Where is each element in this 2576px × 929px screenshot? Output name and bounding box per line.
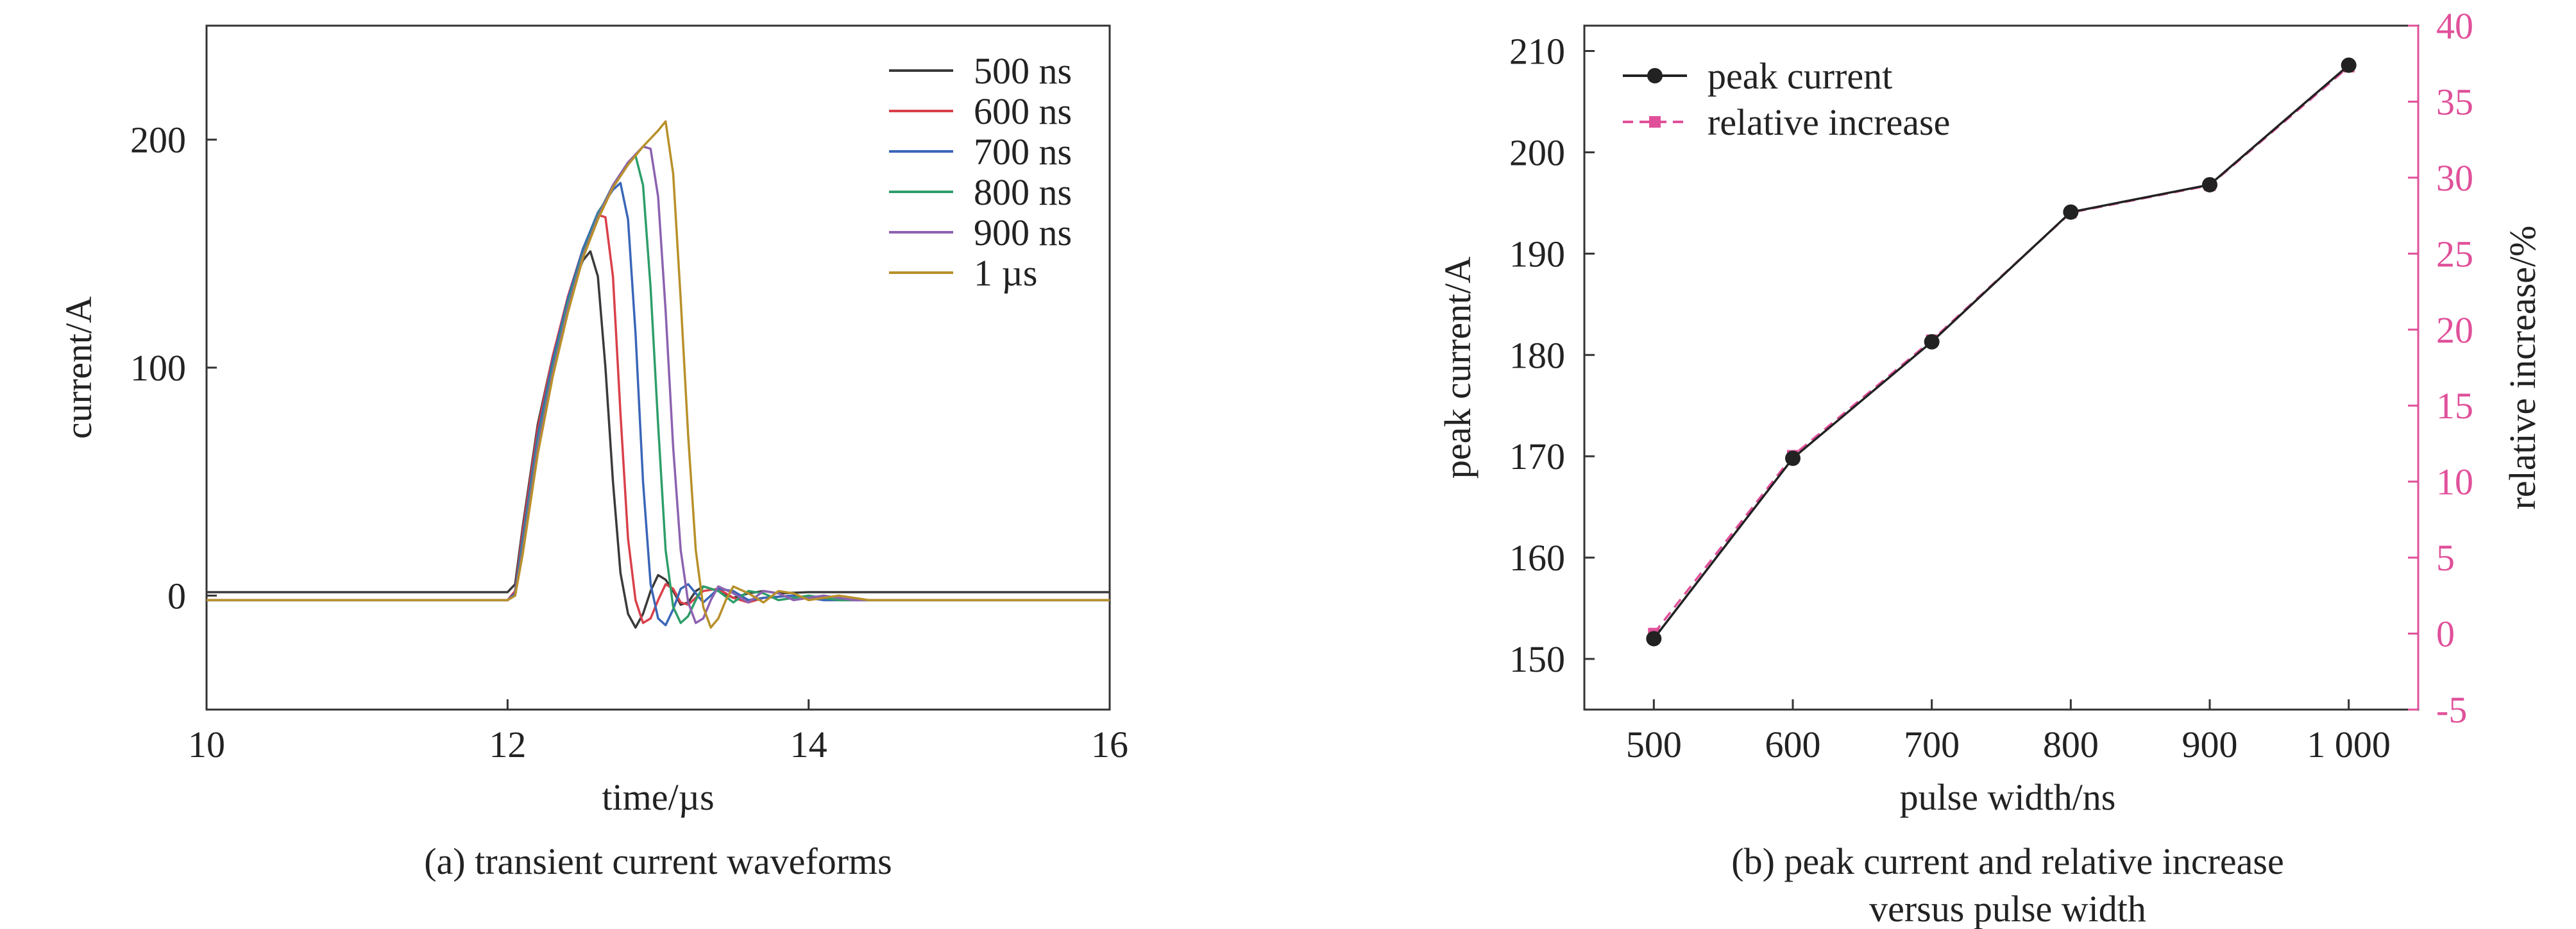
x-tick-label-900: 900	[2182, 724, 2238, 765]
panel-b-x-axis-label: pulse width/ns	[1900, 776, 2116, 818]
legend-label-700-ns: 700 ns	[974, 131, 1072, 173]
x-tick-label-16: 16	[1091, 724, 1128, 765]
x-tick-label-14: 14	[790, 724, 827, 765]
y-tick-label-100: 100	[130, 347, 186, 389]
panel-a-x-ticks: 10 12 14 16	[188, 699, 1128, 765]
x-tick-label-800: 800	[2043, 724, 2099, 765]
legend-label-relative-increase: relative increase	[1707, 101, 1950, 143]
panel-b-right-y-ticks: -5 0 5 10 15 20 25 30 35 40	[2408, 5, 2473, 731]
right-y-tick-label-15: 15	[2436, 385, 2473, 427]
series-line-700-ns	[207, 182, 1110, 627]
legend-label-800-ns: 800 ns	[974, 171, 1072, 213]
left-y-tick-label-190: 190	[1509, 233, 1565, 275]
x-tick-label-10: 10	[188, 724, 225, 765]
left-y-tick-label-170: 170	[1509, 436, 1565, 477]
series-line-peak-current	[1652, 64, 2350, 640]
x-tick-label-500: 500	[1626, 724, 1682, 765]
marker-peak-current-900	[2202, 176, 2217, 192]
y-tick-label-200: 200	[130, 119, 186, 161]
x-tick-label-12: 12	[489, 724, 526, 765]
y-tick-label-0: 0	[167, 575, 186, 617]
right-y-tick-label-25: 25	[2436, 233, 2473, 275]
series-line-relative-increase	[1652, 65, 2350, 635]
right-y-tick-label-10: 10	[2436, 461, 2473, 503]
right-y-tick-label-40: 40	[2436, 5, 2473, 47]
panel-b-peak-current: 500 600 700 800 900 1 000 1501601701801902002…	[1437, 5, 2543, 929]
marker-peak-current-1000	[2341, 57, 2357, 73]
right-y-tick-label-35: 35	[2436, 81, 2473, 123]
legend-label-1-s: 1 µs	[974, 252, 1038, 294]
panel-b-caption-line1: (b) peak current and relative increase	[1731, 840, 2284, 882]
panel-b-left-y-axis-label: peak current/A	[1437, 257, 1479, 479]
right-y-tick-label-5: 5	[2436, 537, 2455, 579]
marker-peak-current-500	[1646, 631, 1662, 647]
legend-label-peak-current: peak current	[1707, 55, 1892, 97]
panel-b-right-y-axis-label: relative increase/%	[2502, 226, 2543, 510]
panel-a-caption: (a) transient current waveforms	[424, 840, 892, 882]
marker-peak-current-800	[2063, 204, 2079, 220]
panel-b-x-ticks: 500 600 700 800 900 1 000	[1626, 699, 2391, 765]
right-y-tick-label-20: 20	[2436, 309, 2473, 351]
series-line-1-s	[207, 120, 1110, 629]
x-tick-label-600: 600	[1765, 724, 1821, 765]
panel-a-series-lines	[207, 120, 1110, 629]
legend-swatch-marker-peak-current	[1647, 68, 1663, 83]
x-tick-label-1000: 1 000	[2307, 724, 2391, 765]
x-tick-label-700: 700	[1904, 724, 1960, 765]
left-y-tick-label-160: 160	[1509, 537, 1565, 579]
right-y-tick-label-0: 0	[2436, 613, 2455, 655]
panel-a-y-ticks: 0 100 200	[130, 119, 217, 617]
legend-label-900-ns: 900 ns	[974, 212, 1072, 253]
legend-swatch-marker-relative-increase	[1649, 116, 1661, 128]
right-y-tick-label-30: 30	[2436, 157, 2473, 199]
right-y-tick-label--5: -5	[2436, 689, 2467, 731]
panel-b-series	[1646, 57, 2357, 647]
left-y-tick-label-200: 200	[1509, 132, 1565, 173]
panel-a-x-axis-label: time/µs	[602, 776, 714, 818]
legend-label-600-ns: 600 ns	[974, 90, 1072, 132]
marker-peak-current-700	[1924, 334, 1940, 350]
panel-b-caption-line2: versus pulse width	[1869, 888, 2146, 929]
legend-label-500-ns: 500 ns	[974, 50, 1072, 92]
left-y-tick-label-180: 180	[1509, 334, 1565, 376]
left-y-tick-label-150: 150	[1509, 638, 1565, 680]
panel-a-y-axis-label: current/A	[58, 296, 99, 439]
marker-peak-current-600	[1785, 450, 1801, 466]
left-y-tick-label-210: 210	[1509, 30, 1565, 72]
panel-b-left-y-ticks: 150 160 170 180 190 200 210	[1509, 30, 1595, 680]
